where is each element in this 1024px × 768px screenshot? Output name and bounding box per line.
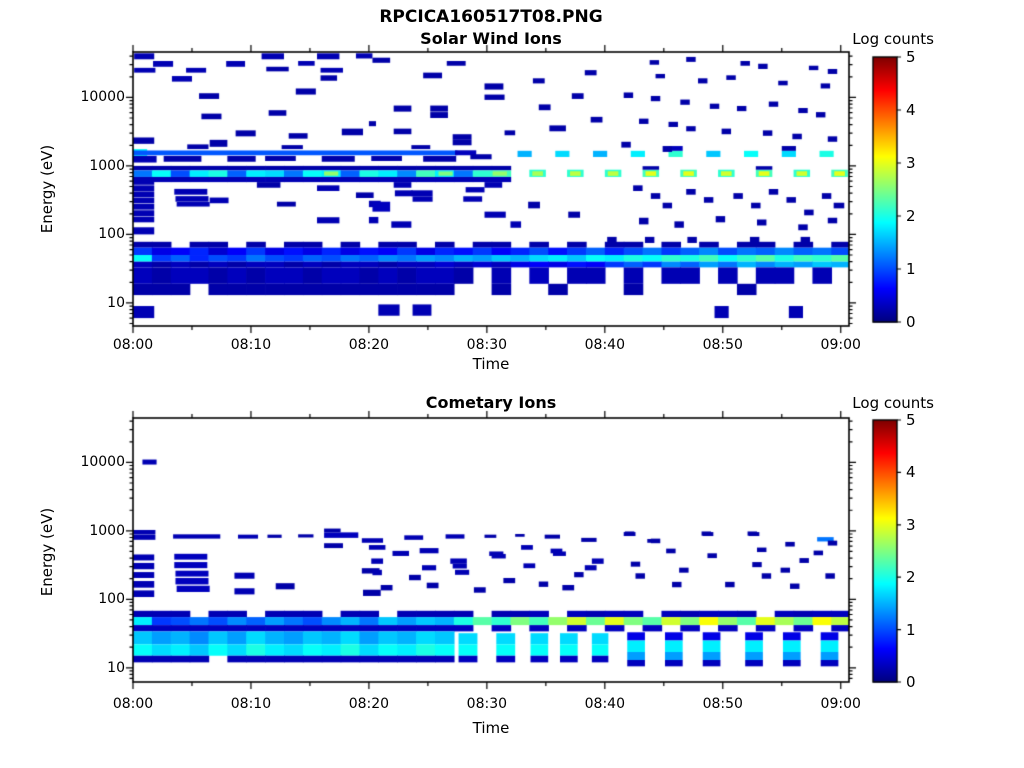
colorbar-tick-label: 0 xyxy=(906,313,916,331)
main-title: RPCICA160517T08.PNG xyxy=(379,7,603,27)
x-tick-label: 08:20 xyxy=(348,337,390,353)
colorbar-label-bottom: Log counts xyxy=(852,394,934,412)
x-tick-label: 09:00 xyxy=(820,337,861,353)
x-axis-label-bottom: Time xyxy=(472,719,510,737)
y-tick-label: 1000 xyxy=(89,157,125,174)
colorbar-tick-label: 1 xyxy=(906,260,916,278)
x-tick-label: 08:50 xyxy=(702,337,743,353)
y-tick-label: 1000 xyxy=(89,522,125,539)
y-axis-label-bottom: Energy (eV) xyxy=(37,507,56,597)
x-tick-label: 09:00 xyxy=(820,696,861,712)
colorbar-tick-label: 4 xyxy=(906,463,916,482)
colorbar-tick-label: 0 xyxy=(906,673,916,691)
x-tick-label: 08:10 xyxy=(230,696,272,712)
x-tick-label: 08:00 xyxy=(112,337,154,353)
x-tick-label: 08:10 xyxy=(230,337,272,353)
y-tick-label: 10000 xyxy=(80,454,125,471)
x-tick-label: 08:30 xyxy=(466,337,508,353)
x-tick-label: 08:40 xyxy=(584,337,626,353)
x-tick-label: 08:20 xyxy=(348,696,390,712)
colorbar-tick-label: 1 xyxy=(906,620,916,639)
x-tick-label: 08:40 xyxy=(584,696,626,712)
y-axis-label-top: Energy (eV) xyxy=(37,144,56,234)
colorbar-tick-label: 5 xyxy=(906,48,916,66)
y-tick-label: 10 xyxy=(107,294,125,311)
colorbar-tick-label: 2 xyxy=(906,207,916,225)
x-tick-label: 08:50 xyxy=(702,696,743,712)
colorbar-tick-label: 2 xyxy=(906,568,916,587)
x-tick-label: 08:30 xyxy=(466,696,508,712)
colorbar-label-top: Log counts xyxy=(852,30,934,48)
x-axis-label-top: Time xyxy=(472,355,510,373)
colorbar-tick-label: 4 xyxy=(906,101,916,119)
panel-title-solar-wind-ions: Solar Wind Ions xyxy=(420,29,562,48)
y-tick-label: 10000 xyxy=(80,89,125,106)
colorbar-tick-label: 3 xyxy=(906,515,916,534)
y-tick-label: 10 xyxy=(107,659,125,676)
colorbar-tick-label: 3 xyxy=(906,154,916,172)
y-tick-label: 100 xyxy=(98,226,125,243)
x-tick-label: 08:00 xyxy=(112,696,154,712)
panel-title-cometary-ions: Cometary Ions xyxy=(425,393,557,412)
y-tick-label: 100 xyxy=(98,591,125,608)
colorbar-tick-label: 5 xyxy=(906,411,916,429)
